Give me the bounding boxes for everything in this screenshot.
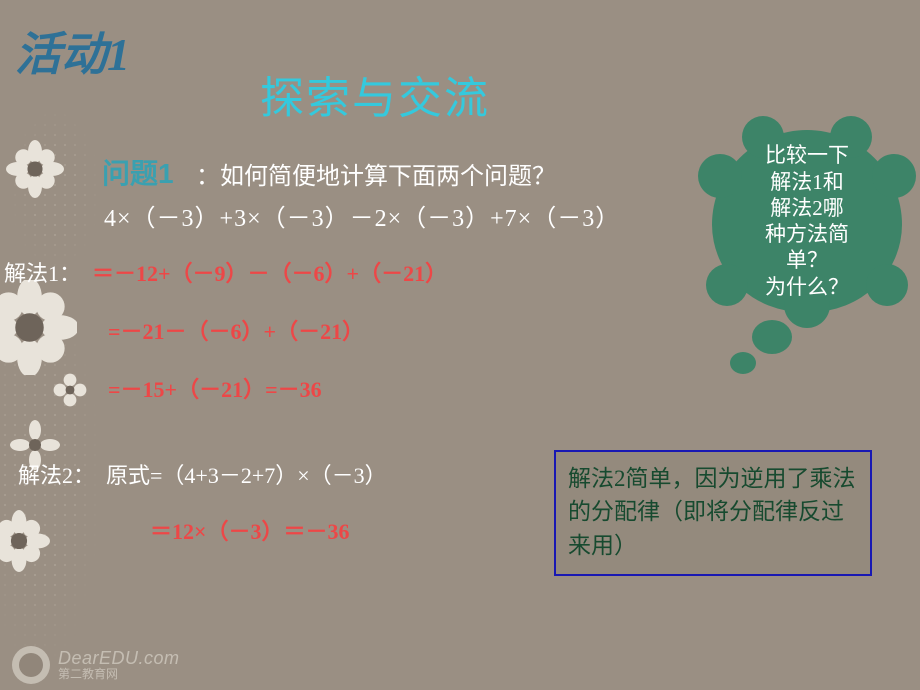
question-text: ：如何简便地计算下面两个问题？ (196, 156, 556, 191)
watermark-sub: 第二教育网 (58, 668, 180, 681)
solution1-line: ＝－12+（－9）－（－6）+（－21） (92, 256, 447, 288)
answer-box: 解法2简单，因为逆用了乘法的分配律（即将分配律反过来用） (554, 450, 872, 576)
flower-icon (0, 510, 50, 572)
thought-trail-icon (730, 352, 756, 374)
thought-line: 为什么？ (765, 274, 849, 300)
flower-icon (6, 140, 64, 198)
watermark: DearEDU.com 第二教育网 (12, 646, 180, 684)
activity-title: 活动1 (15, 18, 130, 84)
solution1-label: 解法1： (4, 256, 81, 288)
solution1-line: =－21－（－6）+（－21） (108, 314, 364, 346)
thought-line: 比较一下 (765, 142, 849, 168)
solution1-line: =－15+（－21）=－36 (108, 372, 322, 404)
solution2-label: 解法2： (18, 458, 95, 490)
question-label: 问题1 (102, 152, 174, 192)
solution2-line: 原式=（4+3－2+7）×（－3） (106, 458, 387, 490)
flower-icon (0, 280, 77, 375)
dot-grid (0, 0, 110, 690)
globe-icon (12, 646, 50, 684)
thought-line: 种方法简 (765, 221, 849, 247)
flower-icon (50, 370, 90, 410)
left-floral-decoration (0, 0, 105, 690)
thought-bubble: 比较一下 解法1和 解法2哪 种方法简 单？ 为什么？ (712, 130, 902, 370)
main-title: 探索与交流 (260, 62, 490, 126)
thought-line: 解法1和 (765, 169, 849, 195)
thought-line: 解法2哪 (765, 195, 849, 221)
watermark-brand: DearEDU.com (58, 649, 180, 668)
thought-trail-icon (752, 320, 792, 354)
thought-bubble-body: 比较一下 解法1和 解法2哪 种方法简 单？ 为什么？ (712, 130, 902, 312)
solution2-line: ＝12×（－3）＝－36 (150, 514, 350, 546)
question-expression: 4×（－3）+3×（－3）－2×（－3）+7×（－3） (104, 198, 620, 233)
thought-line: 单？ (765, 247, 849, 273)
